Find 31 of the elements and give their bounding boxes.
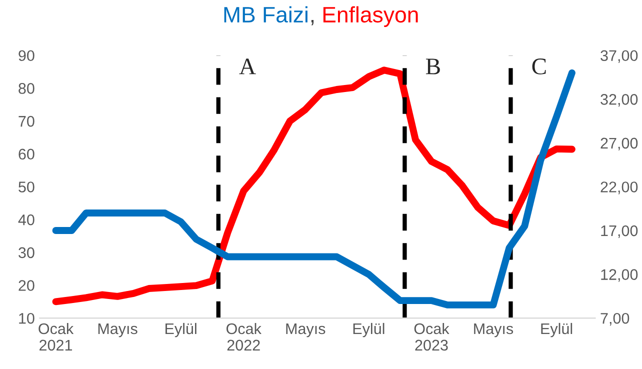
x-tick-label: Ocak 2022 <box>226 322 262 351</box>
y2-tick-label: 22,00 <box>600 182 638 194</box>
x-tick-label: Eylül <box>541 322 572 338</box>
y2-tick-label: 17,00 <box>601 225 638 238</box>
ref-line-label: B <box>426 58 440 74</box>
y-tick-label: 40 <box>18 214 34 226</box>
y-tick-label: 80 <box>18 83 34 94</box>
y2-tick-label: 37,00 <box>600 50 638 63</box>
x-tick-label: Ocak 2021 <box>38 322 74 351</box>
y2-tick-label: 12,00 <box>601 269 638 282</box>
y-tick-label: 30 <box>18 247 34 258</box>
y-tick-label: 70 <box>18 116 34 127</box>
x-tick-label: Mayıs <box>98 324 138 338</box>
y-tick-label: 20 <box>18 280 34 291</box>
y-tick-label: 10 <box>19 312 34 324</box>
ref-line-label: C <box>532 58 546 74</box>
y-tick-label: 90 <box>18 50 34 62</box>
y2-tick-label: 32,00 <box>600 94 638 107</box>
ref-line-label: A <box>239 58 256 74</box>
x-tick-label: Eylül <box>353 322 384 338</box>
y-tick-label: 60 <box>18 148 34 160</box>
x-tick-label: Eylül <box>166 322 196 338</box>
y-tick-label: 50 <box>18 182 34 192</box>
y2-tick-label: 7,00 <box>600 312 630 326</box>
y2-tick-label: 27,00 <box>600 138 638 150</box>
text: , <box>311 20 314 26</box>
text: MB Faizi <box>224 6 308 23</box>
x-tick-label: Mayıs <box>474 324 514 338</box>
text: Enflasyon <box>323 6 418 27</box>
x-tick-label: Mayıs <box>286 324 326 338</box>
x-tick-label: Ocak 2023 <box>414 322 450 351</box>
